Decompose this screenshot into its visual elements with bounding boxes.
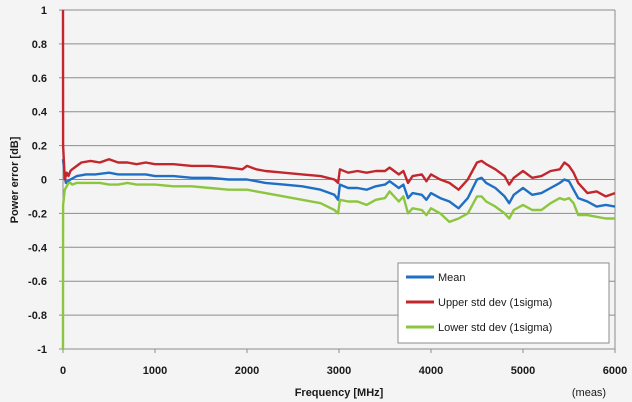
series-line-1 xyxy=(61,9,616,198)
legend-label-1: Upper std dev (1sigma) xyxy=(438,297,552,309)
y-tick-label: -0.2 xyxy=(28,208,47,220)
x-tick-label: 0 xyxy=(60,365,66,377)
x-tick-label: 4000 xyxy=(419,365,443,377)
x-tick-label: 1000 xyxy=(143,365,167,377)
y-tick-label: -1 xyxy=(37,344,47,356)
series-line-0 xyxy=(61,159,616,210)
x-tick-label: 2000 xyxy=(235,365,259,377)
y-tick-label: 0.2 xyxy=(32,141,47,153)
y-tick-label: 0.6 xyxy=(32,73,47,85)
legend-label-0: Mean xyxy=(438,272,466,284)
x-tick-label: 6000 xyxy=(603,365,627,377)
x-axis-title: Frequency [MHz] xyxy=(295,387,384,399)
x-tick-label: 3000 xyxy=(327,365,351,377)
y-tick-label: 0 xyxy=(41,175,47,187)
y-tick-label: 0.8 xyxy=(32,39,47,51)
tick-labels: -1 -0.8 -0.6 -0.4 -0.2 0 0.2 0.4 0.6 0.8 1 0 1000 200… xyxy=(28,5,627,377)
y-tick-label: 0.4 xyxy=(32,107,48,119)
x-tick-label: 5000 xyxy=(511,365,535,377)
y-tick-label: 1 xyxy=(41,5,47,17)
y-tick-label: -0.4 xyxy=(28,242,48,254)
meas-note: (meas) xyxy=(572,387,606,399)
legend: Mean Upper std dev (1sigma) Lower std dev … xyxy=(397,262,610,344)
y-tick-label: -0.6 xyxy=(28,276,47,288)
y-axis-title: Power error [dB] xyxy=(9,136,21,223)
series-lines xyxy=(61,9,616,350)
y-tick-label: -0.8 xyxy=(28,310,47,322)
series-line-2 xyxy=(61,181,615,350)
legend-label-2: Lower std dev (1sigma) xyxy=(438,322,552,334)
